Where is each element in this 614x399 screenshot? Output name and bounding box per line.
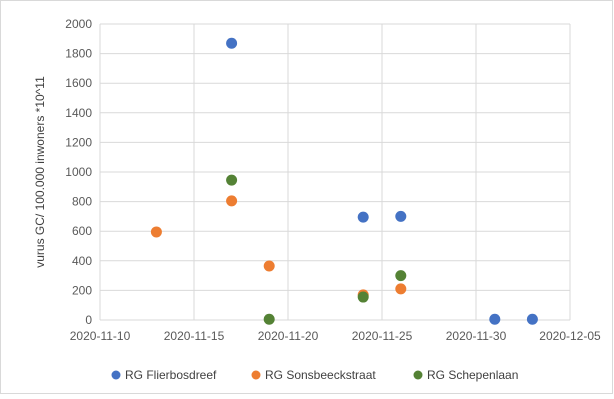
legend-item: RG Flierbosdreef: [111, 368, 217, 382]
y-axis-ticks: 0 200 400 600 800 1000 1200 1400 1600 1800 2000: [65, 17, 92, 327]
y-tick-label: 1200: [65, 135, 92, 149]
y-tick-label: 1800: [65, 47, 92, 61]
x-tick-label: 2020-11-10: [70, 329, 131, 343]
data-point: [226, 174, 238, 186]
legend-item: RG Schepenlaan: [413, 368, 518, 382]
y-tick-label: 1400: [65, 106, 92, 120]
data-point: [150, 226, 162, 238]
x-tick-label: 2020-12-05: [539, 329, 601, 343]
data-point: [357, 291, 369, 303]
x-tick-label: 2020-11-20: [258, 329, 319, 343]
legend-label: RG Schepenlaan: [427, 368, 518, 382]
x-tick-label: 2020-11-15: [164, 329, 225, 343]
y-tick-label: 1000: [65, 165, 92, 179]
data-point: [263, 313, 275, 325]
data-points: [150, 37, 538, 325]
data-point: [357, 211, 369, 223]
x-tick-label: 2020-11-25: [352, 329, 413, 343]
legend-item: RG Sonsbeeckstraat: [251, 368, 376, 382]
y-tick-label: 0: [85, 313, 92, 327]
data-point: [395, 270, 407, 282]
x-tick-label: 2020-11-30: [446, 329, 507, 343]
y-axis-label: vurus GC/ 100.000 inwoners *10^11: [33, 76, 47, 268]
data-point: [395, 283, 407, 295]
data-point: [489, 313, 501, 325]
data-point: [526, 313, 538, 325]
legend: RG Flierbosdreef RG Sonsbeeckstraat RG Sch…: [111, 368, 518, 382]
y-tick-label: 800: [72, 195, 92, 209]
legend-label: RG Flierbosdreef: [125, 368, 217, 382]
legend-marker: [251, 370, 261, 380]
y-tick-label: 2000: [65, 17, 92, 31]
x-axis-ticks: 2020-11-10 2020-11-15 2020-11-20 2020-11-25…: [70, 329, 601, 343]
legend-label: RG Sonsbeeckstraat: [265, 368, 376, 382]
y-tick-label: 400: [72, 254, 92, 268]
data-point: [226, 37, 238, 49]
legend-marker: [111, 370, 121, 380]
y-tick-label: 600: [72, 224, 92, 238]
data-point: [395, 210, 407, 222]
series-1: [226, 37, 538, 325]
y-tick-label: 200: [72, 283, 92, 297]
y-tick-label: 1600: [65, 76, 92, 90]
data-point: [263, 260, 275, 272]
legend-marker: [413, 370, 423, 380]
data-point: [226, 195, 238, 207]
series-3: [226, 174, 407, 325]
